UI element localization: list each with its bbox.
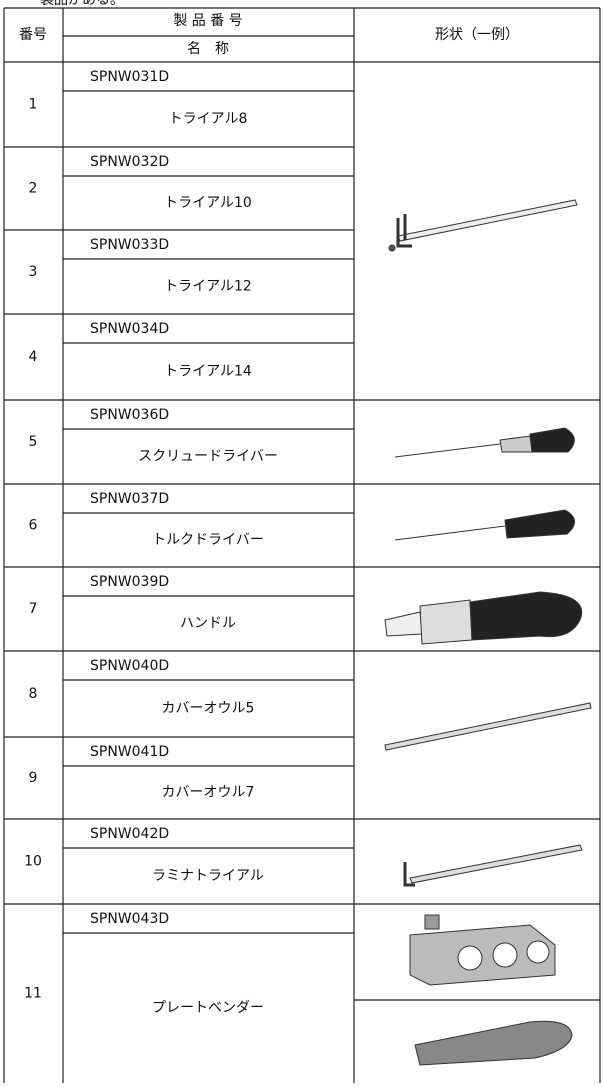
row-number: 5 (29, 434, 38, 450)
header-shape: 形状（一例） (435, 27, 519, 43)
product-code: SPNW032D (90, 154, 169, 170)
product-code: SPNW042D (90, 826, 169, 842)
bender-image (409, 914, 573, 1066)
product-name: トルクドライバー (152, 532, 264, 548)
row-number: 4 (29, 349, 38, 365)
product-name: トライアル8 (169, 111, 248, 127)
header: 番号 製 品 番 号 名 称 形状（一例） (19, 13, 519, 57)
product-code: SPNW034D (90, 321, 169, 337)
product-code: SPNW036D (90, 407, 169, 423)
screwdriver-image (394, 427, 575, 458)
lamina-trial-image (403, 844, 583, 887)
product-name: プレートベンダー (152, 1000, 264, 1016)
product-code: SPNW043D (90, 911, 169, 927)
product-name: ラミナトライアル (152, 868, 264, 884)
table-lines (3, 7, 601, 1083)
product-code: SPNW039D (90, 574, 169, 590)
product-code: SPNW033D (90, 237, 169, 253)
row-number: 10 (24, 854, 42, 870)
product-name: スクリュードライバー (138, 449, 278, 465)
cover-awl-image (384, 702, 592, 751)
header-code: 製 品 番 号 (173, 13, 242, 29)
handle-image (384, 591, 582, 645)
row-number: 11 (24, 986, 42, 1002)
row-number: 9 (29, 770, 38, 786)
row-number: 6 (29, 518, 38, 534)
torque-driver-image (394, 509, 575, 541)
trial-image (388, 199, 578, 252)
row-number: 2 (29, 181, 38, 197)
product-name: トライアル12 (164, 279, 252, 295)
product-name: トライアル14 (164, 364, 252, 380)
product-code: SPNW037D (90, 491, 169, 507)
intro-text: 製品がある。 (40, 0, 124, 8)
product-code: SPNW041D (90, 744, 169, 760)
product-code: SPNW040D (90, 658, 169, 674)
product-name: ハンドル (180, 616, 236, 632)
illustrations (384, 199, 592, 1066)
row-number: 1 (29, 97, 38, 113)
product-name: トライアル10 (164, 195, 252, 211)
row-number: 8 (29, 686, 38, 702)
product-name: カバーオウル5 (162, 701, 255, 717)
header-number: 番号 (19, 27, 47, 43)
row-number: 3 (29, 264, 38, 280)
header-name: 名 称 (187, 41, 229, 57)
row-number: 7 (29, 601, 38, 617)
product-name: カバーオウル7 (162, 785, 255, 801)
product-code: SPNW031D (90, 69, 169, 85)
